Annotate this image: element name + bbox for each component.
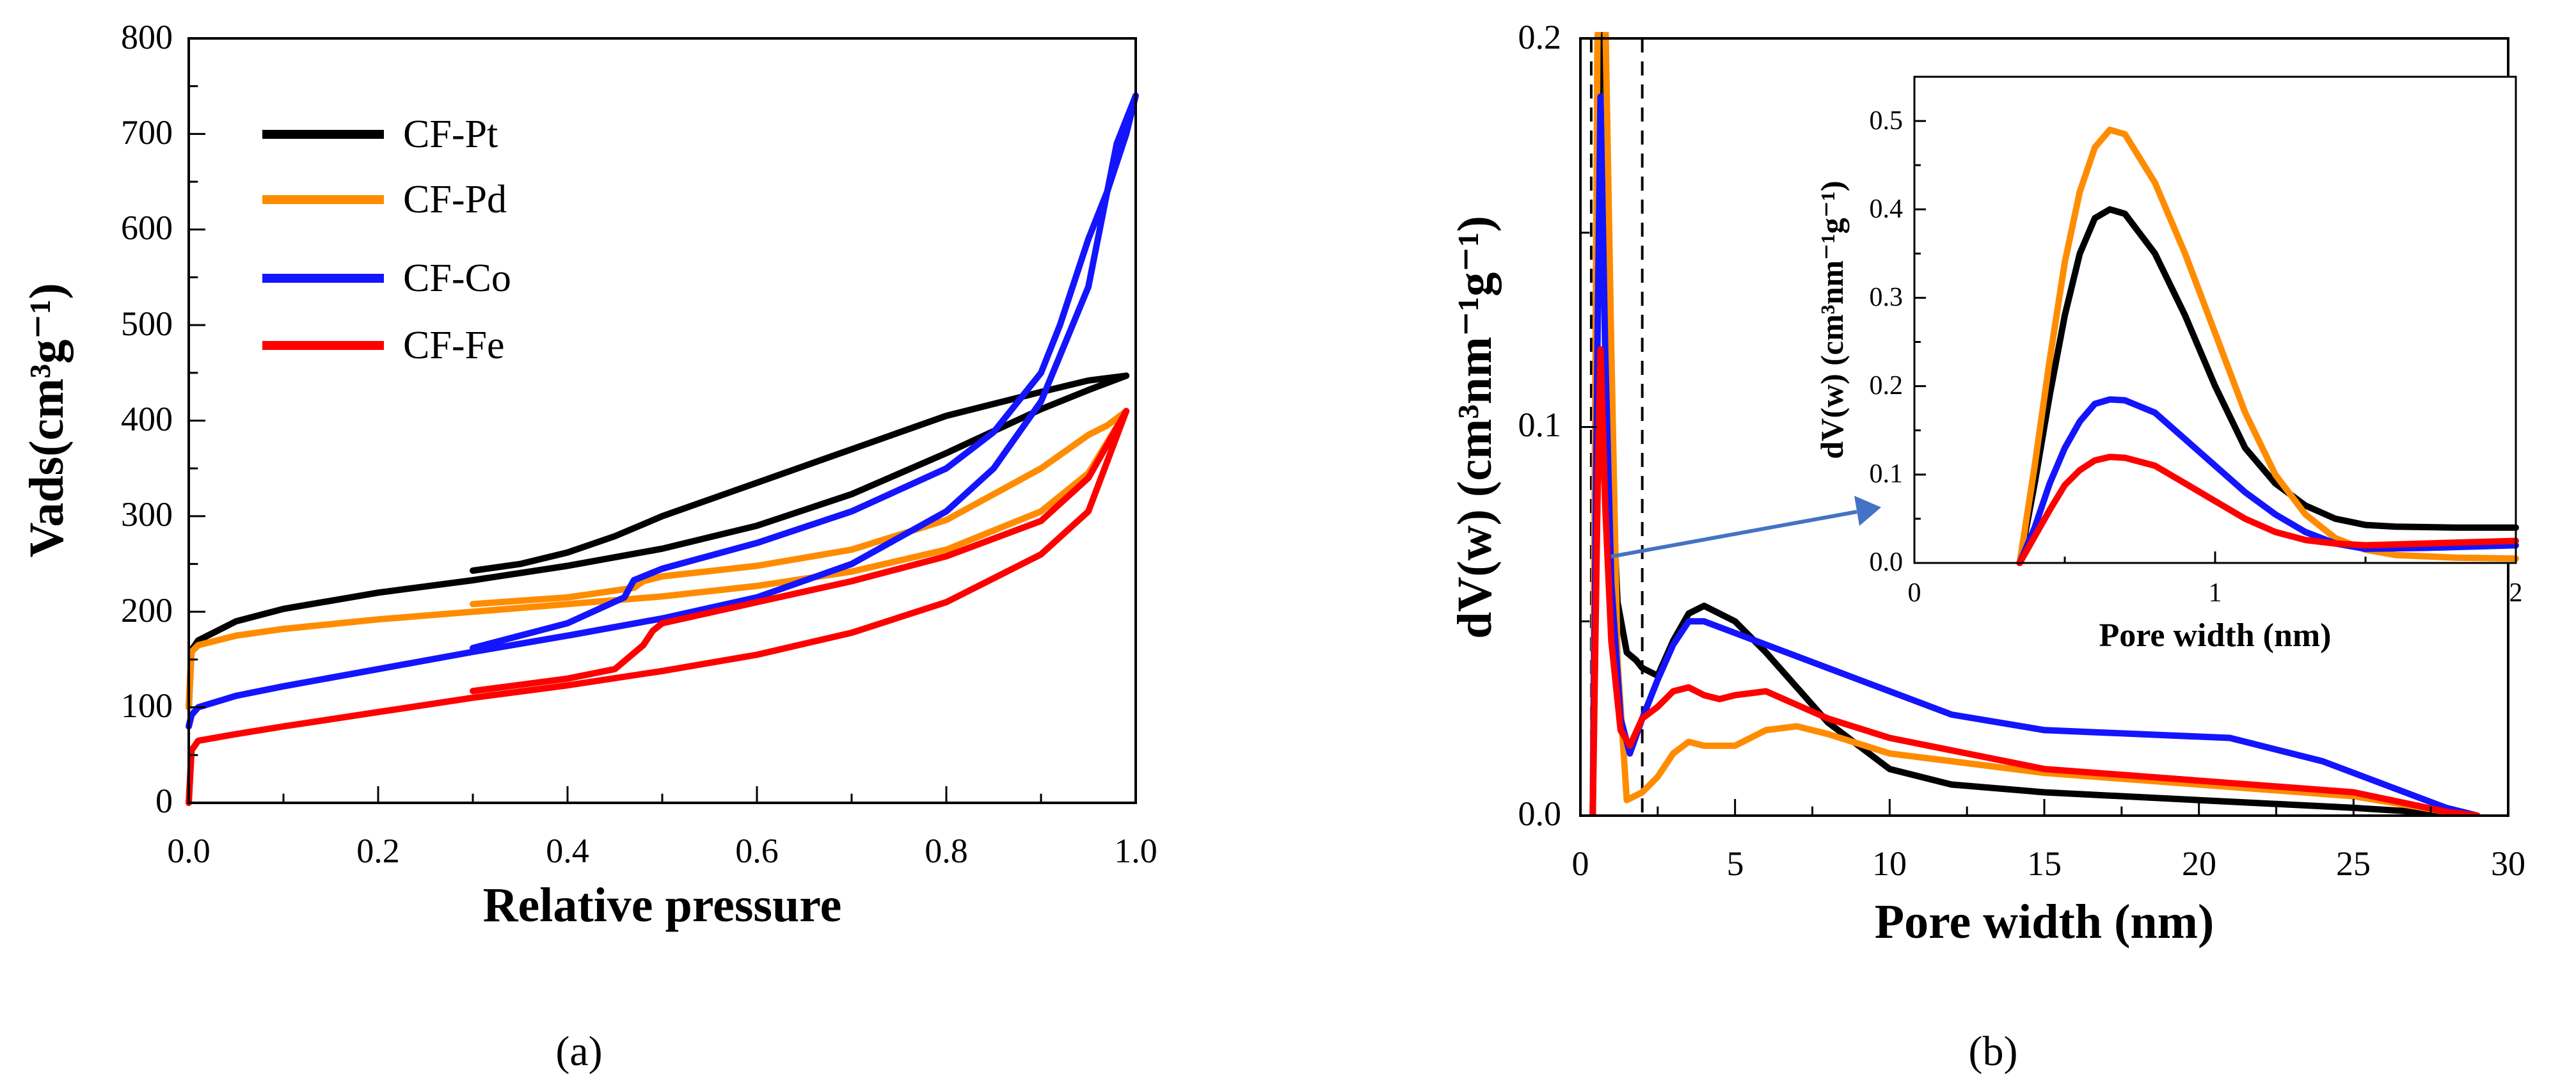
- y-tick-label: 0.0: [1518, 795, 1562, 833]
- inset-x-tick-label: 0: [1908, 578, 1921, 608]
- inset-y-tick-label: 0.1: [1870, 459, 1904, 489]
- inset-background: [1914, 77, 2516, 563]
- y-tick-label: 300: [121, 495, 173, 534]
- legend: CF-Pt CF-Pd CF-Co CF-Fe: [262, 113, 511, 367]
- panel-b-ticks: [1579, 37, 2509, 817]
- inset-y-axis-title: dV(w) (cm³nm⁻¹g⁻¹): [1814, 180, 1850, 459]
- series-line-cf-fe-adsorption: [186, 408, 1130, 806]
- x-axis-title: Pore width (nm): [1875, 895, 2214, 949]
- x-tick-label: 0.4: [546, 832, 589, 870]
- series-line-cf-pd-adsorption: [186, 408, 1130, 711]
- legend-label: CF-Fe: [403, 324, 504, 367]
- x-tick-label: 25: [2336, 844, 2371, 883]
- panel-b: 0.0 0.1 0.2 0 5 10 15 20 25 30 Pore widt…: [1448, 18, 2525, 1075]
- arrow-shaft: [1610, 510, 1857, 558]
- legend-label: CF-Pt: [403, 113, 498, 156]
- series-line-cf-pt-adsorption: [186, 372, 1130, 711]
- y-tick-label: 500: [121, 305, 173, 343]
- legend-label: CF-Co: [403, 257, 511, 300]
- inset-y-tick-label: 0.3: [1870, 283, 1904, 312]
- series-line-cf-co-adsorption: [186, 92, 1139, 730]
- panel-label-b: (b): [1969, 1028, 2018, 1075]
- y-tick-label: 100: [121, 686, 173, 725]
- y-axis-title: dV(w) (cm³nm⁻¹g⁻¹): [1448, 216, 1502, 638]
- inset-ticks: [1913, 75, 2517, 564]
- y-tick-label: 200: [121, 591, 173, 629]
- pointer-arrow: [1610, 496, 1881, 558]
- panel-a-curves: [186, 92, 1139, 806]
- y-tick-label: 400: [121, 400, 173, 438]
- series-line-cf-pt-desorption: [470, 372, 1130, 574]
- inset-y-tick-label: 0.2: [1870, 371, 1904, 400]
- inset-x-axis-title: Pore width (nm): [2099, 617, 2331, 654]
- x-tick-label: 1.0: [1114, 832, 1157, 870]
- x-tick-label: 15: [2027, 844, 2062, 883]
- x-tick-label: 30: [2491, 844, 2525, 883]
- x-tick-label: 0.8: [925, 832, 968, 870]
- x-tick-label: 0.0: [167, 832, 211, 870]
- series-line-cf-fe: [2016, 454, 2519, 566]
- inset-chart: 0.0 0.1 0.2 0.3 0.4 0.5 0 1 2 Pore width…: [1814, 75, 2523, 654]
- x-tick-label: 5: [1727, 844, 1744, 883]
- panel-label-a: (a): [555, 1028, 602, 1075]
- inset-x-tick-label: 2: [2509, 578, 2523, 608]
- series-line-cf-fe-desorption: [470, 408, 1130, 695]
- series-line-cf-pd: [1589, 32, 2481, 816]
- inset-y-tick-label: 0.5: [1870, 106, 1904, 136]
- panel-b-clipped-curves: [1589, 32, 2481, 816]
- x-tick-label: 20: [2182, 844, 2216, 883]
- series-line-cf-fe: [1589, 346, 2481, 816]
- y-tick-label: 800: [121, 18, 173, 56]
- series-line-cf-co: [1589, 93, 2481, 816]
- y-axis-title: Vads(cm³g⁻¹): [20, 283, 74, 557]
- series-line-cf-pd-desorption: [470, 408, 1130, 608]
- x-tick-label: 10: [1872, 844, 1907, 883]
- series-line-cf-co-desorption: [470, 92, 1139, 651]
- series-line-cf-pt: [2016, 206, 2519, 566]
- legend-label: CF-Pd: [403, 178, 507, 221]
- inset-curves: [2016, 126, 2519, 566]
- y-tick-label: 0: [155, 782, 173, 820]
- x-axis-title: Relative pressure: [483, 878, 842, 932]
- x-tick-label: 0.2: [356, 832, 400, 870]
- y-tick-label: 700: [121, 113, 173, 152]
- inset-y-tick-label: 0.4: [1870, 194, 1904, 224]
- inset-x-tick-label: 1: [2209, 578, 2222, 608]
- x-tick-label: 0: [1572, 844, 1589, 883]
- panel-a-ticks: [187, 37, 1137, 804]
- arrow-head: [1854, 496, 1881, 526]
- y-tick-label: 0.2: [1518, 18, 1562, 56]
- x-tick-label: 0.6: [735, 832, 779, 870]
- y-tick-label: 600: [121, 209, 173, 247]
- inset-y-tick-label: 0.0: [1870, 548, 1904, 577]
- panel-a: 0 100 200 300 400 500 600 700 800 0.0 0.…: [20, 18, 1157, 1075]
- panel-b-curves: [1589, 32, 2481, 816]
- y-tick-label: 0.1: [1518, 406, 1562, 444]
